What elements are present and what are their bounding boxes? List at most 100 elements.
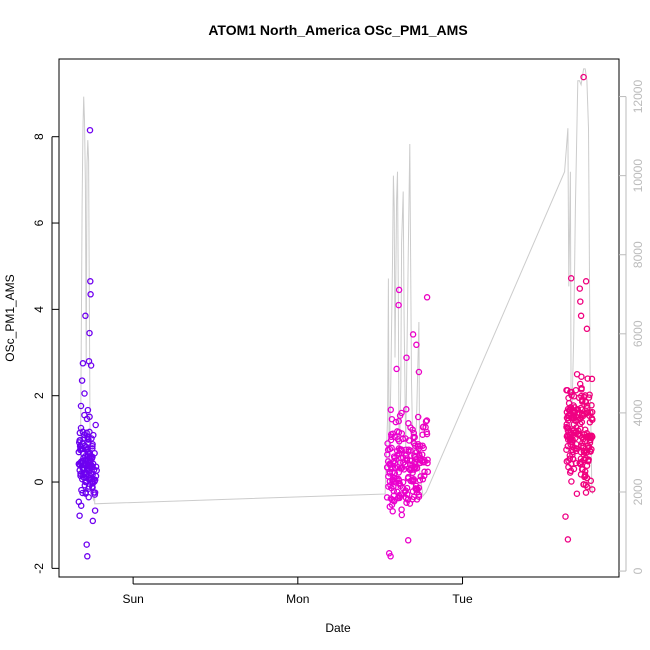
data-point xyxy=(412,482,420,490)
data-point xyxy=(92,472,100,480)
data-point xyxy=(391,469,399,477)
secondary-series-line xyxy=(79,68,594,505)
y2-tick-label: 4000 xyxy=(631,399,645,426)
data-point xyxy=(87,461,95,468)
data-point xyxy=(79,428,87,436)
data-point xyxy=(422,424,429,431)
data-point xyxy=(577,312,585,320)
data-point xyxy=(385,473,392,480)
data-point xyxy=(414,413,422,421)
data-point xyxy=(84,406,92,414)
y2-tick-label: 10000 xyxy=(631,159,645,193)
data-point xyxy=(411,452,418,459)
data-point xyxy=(76,512,83,519)
data-point xyxy=(411,442,419,449)
data-point xyxy=(563,408,571,416)
data-point xyxy=(398,464,405,472)
data-point xyxy=(80,434,88,442)
data-point xyxy=(79,471,87,479)
data-point xyxy=(421,472,428,480)
data-point xyxy=(384,446,392,454)
data-point xyxy=(83,429,90,437)
data-point xyxy=(586,444,593,451)
data-point xyxy=(582,398,590,406)
data-point xyxy=(393,488,401,496)
data-point xyxy=(570,393,578,400)
data-point xyxy=(86,329,93,337)
data-point xyxy=(395,492,403,499)
data-point xyxy=(582,278,590,285)
data-point xyxy=(570,421,578,428)
data-point xyxy=(79,464,86,472)
data-point xyxy=(387,406,395,414)
data-point xyxy=(81,390,88,397)
data-point xyxy=(395,301,402,309)
data-point xyxy=(389,459,397,466)
y2-tick-label: 6000 xyxy=(631,320,645,347)
data-point xyxy=(87,362,95,369)
y2-tick-label: 8000 xyxy=(631,241,645,268)
points-layer xyxy=(75,73,596,560)
data-point xyxy=(568,478,575,485)
data-point xyxy=(577,471,585,478)
data-point xyxy=(82,312,89,320)
data-point xyxy=(80,465,87,472)
data-point xyxy=(398,511,406,519)
data-point xyxy=(423,430,431,438)
data-point xyxy=(388,415,396,423)
data-point xyxy=(390,496,397,504)
data-point xyxy=(82,490,89,497)
data-point xyxy=(581,438,588,445)
data-point xyxy=(398,446,405,453)
data-point xyxy=(90,431,97,439)
axes-layer: -2 0 2 4 6 8 0 2000 4000 6000 8000 10000 12000 Sun Mon… xyxy=(32,80,645,606)
data-point xyxy=(78,486,85,494)
data-point xyxy=(75,460,83,468)
data-point xyxy=(581,426,589,433)
data-point xyxy=(409,331,417,338)
data-point xyxy=(581,449,588,456)
data-point xyxy=(424,468,432,476)
data-point xyxy=(392,479,400,486)
data-point xyxy=(416,456,423,463)
data-point xyxy=(586,419,594,426)
data-point xyxy=(563,446,570,453)
data-point xyxy=(580,481,587,488)
data-point xyxy=(89,517,97,525)
data-point xyxy=(415,368,423,376)
data-point xyxy=(417,473,424,480)
data-point xyxy=(583,429,591,437)
data-point xyxy=(411,433,418,441)
data-point xyxy=(403,354,410,361)
y-tick-label: 4 xyxy=(32,306,46,313)
data-point xyxy=(85,476,93,483)
data-point xyxy=(576,380,584,388)
data-point xyxy=(563,423,570,431)
data-point xyxy=(567,275,575,282)
y2-tick-label: 12000 xyxy=(631,80,645,114)
data-point xyxy=(586,391,593,398)
data-point xyxy=(393,365,400,373)
data-point xyxy=(385,483,392,490)
data-point xyxy=(394,463,402,471)
data-point xyxy=(423,417,431,424)
data-point xyxy=(569,446,576,454)
data-point xyxy=(81,411,88,419)
data-point xyxy=(564,424,571,432)
data-point xyxy=(409,488,417,495)
data-point xyxy=(397,454,405,462)
x-axis-label: Date xyxy=(325,621,351,635)
data-point xyxy=(413,341,420,349)
data-point xyxy=(77,402,85,410)
data-point xyxy=(75,439,83,446)
secondary-line-layer xyxy=(79,68,594,505)
data-point xyxy=(386,503,394,510)
y2-tick-label: 0 xyxy=(631,567,645,574)
data-point xyxy=(580,73,587,81)
data-point xyxy=(87,291,94,298)
data-point xyxy=(387,553,394,560)
data-point xyxy=(573,490,581,497)
data-point xyxy=(421,468,428,476)
data-point xyxy=(419,423,427,431)
